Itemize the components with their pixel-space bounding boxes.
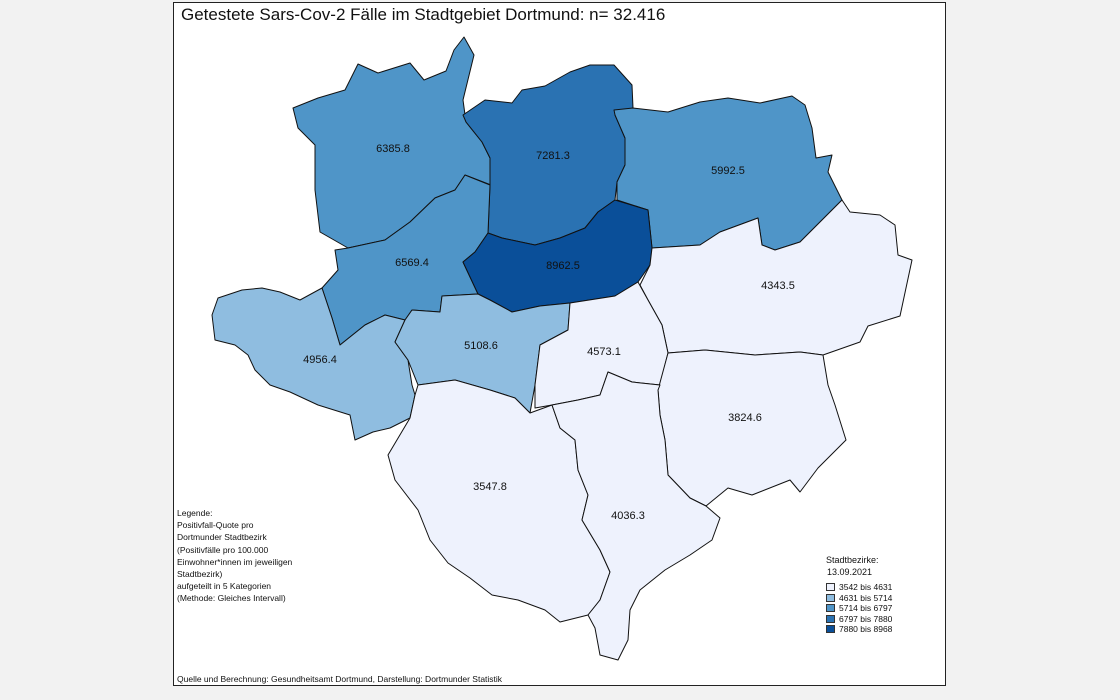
legend-swatch	[826, 583, 835, 592]
source-note: Quelle und Berechnung: Gesundheitsamt Do…	[177, 674, 503, 684]
legend-box: Stadtbezirke: 13.09.2021 3542 bis 4631 46…	[826, 554, 892, 635]
legend-line: Dortmunder Stadtbezirk	[177, 532, 267, 543]
legend-class-row: 7880 bis 8968	[826, 624, 892, 635]
district-label-hombruch: 3547.8	[473, 481, 507, 493]
legend-class-row: 3542 bis 4631	[826, 582, 892, 593]
legend-class-row: 5714 bis 6797	[826, 603, 892, 614]
legend-class-row: 6797 bis 7880	[826, 614, 892, 625]
legend-swatch	[826, 614, 835, 623]
legend-class-row: 4631 bis 5714	[826, 593, 892, 604]
district-label-brackel: 4343.5	[761, 280, 795, 292]
district-label-innenstadt-nord: 8962.5	[546, 260, 580, 272]
legend-box-title: Stadtbezirke:	[826, 555, 879, 565]
legend-class-label: 6797 bis 7880	[839, 613, 893, 624]
district-label-mengede: 6385.8	[376, 143, 410, 155]
district-label-luetgendortmund: 4956.4	[303, 354, 337, 366]
district-hombruch[interactable]: 3547.8	[387, 379, 611, 623]
legend-line: aufgeteilt in 5 Kategorien	[177, 581, 272, 592]
district-label-aplerbeck: 3824.6	[728, 412, 762, 424]
legend-line: (Methode: Gleiches Intervall)	[177, 593, 286, 604]
legend-line: Einwohner*innen im jeweiligen	[177, 556, 293, 567]
legend-classes: 3542 bis 4631 4631 bis 5714 5714 bis 6797 6…	[826, 582, 892, 635]
district-aplerbeck[interactable]: 3824.6	[657, 349, 847, 507]
district-luetgendortmund[interactable]: 4956.4	[211, 287, 416, 441]
district-label-innenstadt-west: 5108.6	[464, 340, 498, 352]
legend-swatch	[826, 604, 835, 613]
district-label-innenstadt-ost: 4573.1	[587, 346, 621, 358]
legend-class-label: 5714 bis 6797	[839, 603, 893, 614]
legend-swatch	[826, 593, 835, 602]
legend-class-label: 4631 bis 5714	[839, 592, 893, 603]
district-label-scharnhorst: 5992.5	[711, 165, 745, 177]
legend-box-date: 13.09.2021	[827, 567, 873, 577]
map-title: Getestete Sars-Cov-2 Fälle im Stadtgebie…	[181, 5, 666, 24]
legend-line: (Positivfälle pro 100.000	[177, 544, 269, 555]
district-label-hoerde: 4036.3	[611, 510, 645, 522]
legend-line: Legende:	[177, 508, 213, 518]
district-label-eving: 7281.3	[536, 150, 570, 162]
legend-class-label: 7880 bis 8968	[839, 624, 893, 635]
legend-line: Stadtbezirk)	[177, 569, 223, 580]
legend-class-label: 3542 bis 4631	[839, 582, 893, 593]
district-hoerde[interactable]: 4036.3	[551, 371, 721, 661]
legend-description: Legende: Positivfall-Quote pro Dortmunder …	[177, 507, 292, 605]
legend-line: Positivfall-Quote pro	[177, 520, 254, 531]
legend-swatch	[826, 625, 835, 634]
district-label-huckarde: 6569.4	[395, 257, 429, 269]
